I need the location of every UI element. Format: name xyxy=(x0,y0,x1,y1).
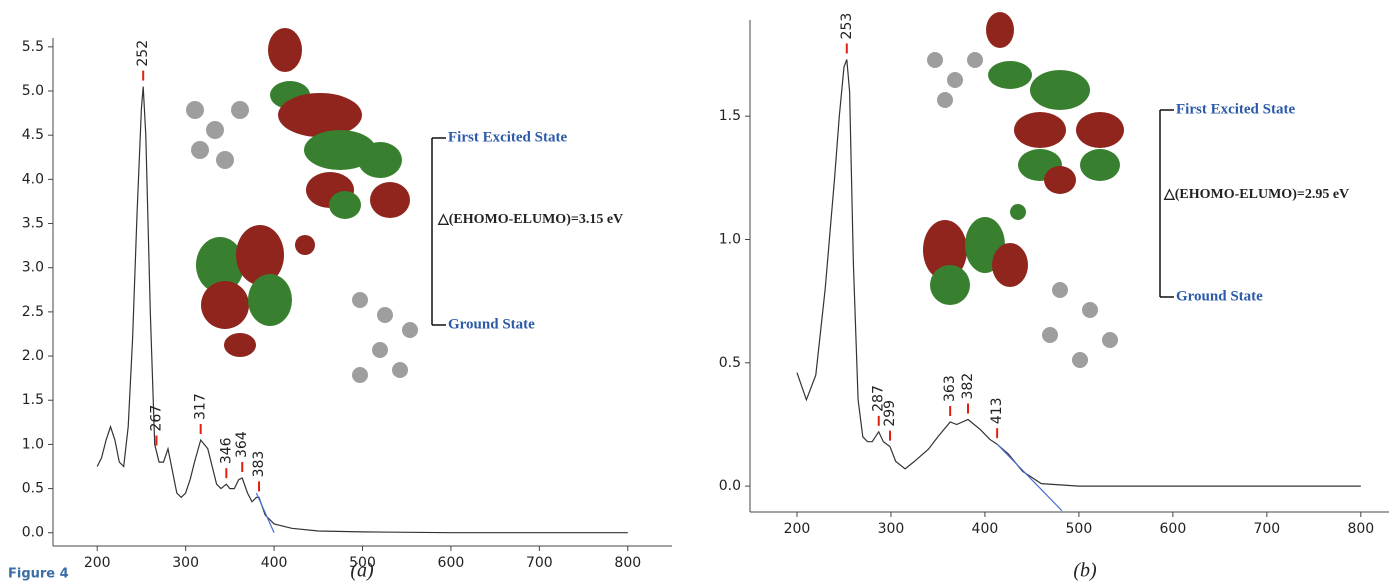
peak-label: 383 xyxy=(251,451,267,478)
caption: (b) xyxy=(1073,560,1097,582)
caption: (a) xyxy=(350,560,374,582)
peak-label: 299 xyxy=(882,400,898,427)
y-tick-label: 0.5 xyxy=(719,355,741,371)
tangent-line xyxy=(997,444,1062,511)
y-tick-label: 0.0 xyxy=(22,525,44,541)
figure-label: Figure 4 xyxy=(8,567,69,582)
gap-label: △(EHOMO-ELUMO)=2.95 eV xyxy=(1163,187,1349,202)
y-tick-label: 3.0 xyxy=(22,260,44,276)
x-tick-label: 600 xyxy=(1160,521,1187,537)
ground-state-label: Ground State xyxy=(448,316,535,332)
peak-label: 382 xyxy=(960,373,976,400)
page: Figure 4 0.0 0.5 1.0 1.5 2.0 2.5 3.0 3.5 4.0 4.5 5… xyxy=(0,0,1390,584)
x-tick-label: 800 xyxy=(614,555,641,571)
excited-state-label: First Excited State xyxy=(1176,101,1295,117)
x-tick-label: 600 xyxy=(438,555,465,571)
y-tick-label: 2.5 xyxy=(22,304,44,320)
figure: Figure 4 0.0 0.5 1.0 1.5 2.0 2.5 3.0 3.5 4.0 4.5 5… xyxy=(0,0,1390,584)
x-tick-label: 200 xyxy=(84,555,111,571)
tangent-line xyxy=(256,493,274,533)
peak-label: 413 xyxy=(989,397,1005,424)
y-tick-label: 0.0 xyxy=(719,478,741,494)
peak-label: 267 xyxy=(148,405,164,432)
x-tick-label: 400 xyxy=(972,521,999,537)
y-tick-label: 5.5 xyxy=(22,39,44,55)
x-tick-label: 400 xyxy=(261,555,288,571)
y-tick-label: 1.5 xyxy=(719,108,741,124)
gap-label: △(EHOMO-ELUMO)=3.15 eV xyxy=(437,212,623,227)
peak-label: 253 xyxy=(839,13,855,40)
peak-label: 346 xyxy=(218,437,234,464)
y-tick-label: 0.5 xyxy=(22,481,44,497)
ground-state-label: Ground State xyxy=(1176,288,1263,304)
peak-label: 363 xyxy=(942,375,958,402)
molecule-a xyxy=(186,28,418,383)
y-tick-label: 1.5 xyxy=(22,392,44,408)
molecule-b xyxy=(923,12,1124,368)
x-tick-label: 700 xyxy=(1253,521,1280,537)
y-tick-label: 1.0 xyxy=(719,231,741,247)
x-tick-label: 200 xyxy=(784,521,811,537)
y-tick-label: 1.0 xyxy=(22,436,44,452)
x-tick-label: 800 xyxy=(1347,521,1374,537)
peak-label: 317 xyxy=(193,393,209,420)
x-tick-label: 500 xyxy=(1066,521,1093,537)
x-tick-label: 300 xyxy=(878,521,905,537)
peak-label: 364 xyxy=(234,431,250,458)
y-tick-label: 2.0 xyxy=(22,348,44,364)
y-tick-label: 5.0 xyxy=(22,83,44,99)
y-tick-label: 4.0 xyxy=(22,171,44,187)
excited-state-label: First Excited State xyxy=(448,129,567,145)
x-tick-label: 300 xyxy=(172,555,199,571)
y-tick-label: 4.5 xyxy=(22,127,44,143)
peak-label: 252 xyxy=(135,40,151,67)
x-tick-label: 700 xyxy=(526,555,553,571)
y-tick-label: 3.5 xyxy=(22,216,44,232)
